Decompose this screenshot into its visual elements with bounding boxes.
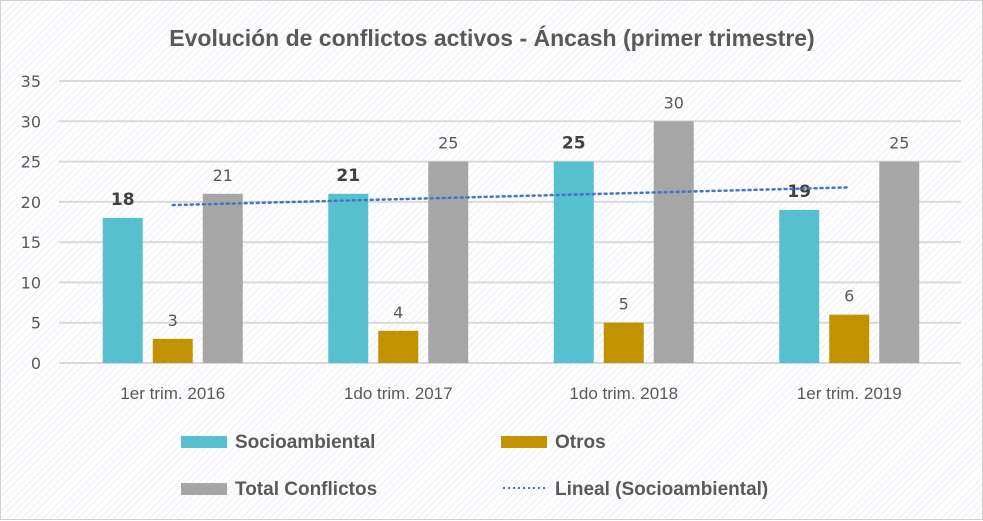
bar-socioambiental xyxy=(779,209,820,363)
data-label: 21 xyxy=(213,166,233,185)
bar-socioambiental xyxy=(102,217,143,363)
chart-title: Evolución de conflictos activos - Áncash… xyxy=(169,24,814,51)
y-tick-label: 0 xyxy=(31,354,41,373)
bar-total-conflictos xyxy=(879,161,920,363)
bar-total-conflictos xyxy=(202,193,243,363)
legend-label: Otros xyxy=(555,432,606,453)
trendline xyxy=(171,186,851,207)
bar-total-conflictos xyxy=(653,121,694,364)
data-label: 30 xyxy=(664,93,684,112)
legend: Socioambiental Otros Total Conflictos Linea… xyxy=(181,432,768,500)
data-label: 5 xyxy=(619,295,629,314)
data-label: 21 xyxy=(336,166,360,186)
x-tick-label: 1do trim. 2017 xyxy=(344,384,453,403)
bar-socioambiental xyxy=(328,193,369,363)
bar-otros xyxy=(378,330,419,363)
legend-label: Socioambiental xyxy=(235,432,375,453)
data-label: 18 xyxy=(111,190,135,210)
bars xyxy=(102,121,920,364)
y-tick-label: 35 xyxy=(21,72,41,91)
x-tick-label: 1do trim. 2018 xyxy=(569,384,678,403)
bar-socioambiental xyxy=(553,161,594,363)
gridlines xyxy=(59,80,961,364)
legend-label: Lineal (Socioambiental) xyxy=(555,479,768,500)
bar-otros xyxy=(829,314,870,363)
y-tick-label: 5 xyxy=(31,314,41,333)
x-tick-label: 1er trim. 2016 xyxy=(120,384,225,403)
x-tick-label: 1er trim. 2019 xyxy=(797,384,902,403)
data-label: 25 xyxy=(889,134,909,153)
y-axis-ticks: 0 5 10 15 20 25 30 35 xyxy=(21,72,41,373)
trendline-group xyxy=(171,186,851,207)
y-tick-label: 30 xyxy=(21,112,41,131)
data-label: 25 xyxy=(562,134,586,154)
bar-total-conflictos xyxy=(428,161,469,363)
y-tick-label: 10 xyxy=(21,273,41,292)
legend-swatch xyxy=(181,483,227,495)
bar-otros xyxy=(603,322,644,363)
y-tick-label: 15 xyxy=(21,233,41,252)
legend-swatch xyxy=(501,436,547,448)
legend-swatch xyxy=(181,436,227,448)
data-labels: 18 3 21 21 4 25 25 5 30 19 6 25 xyxy=(111,93,910,330)
y-tick-label: 20 xyxy=(21,193,41,212)
data-label: 19 xyxy=(787,182,811,202)
data-label: 4 xyxy=(393,303,403,322)
data-label: 25 xyxy=(438,134,458,153)
bar-otros xyxy=(152,338,193,363)
data-label: 3 xyxy=(168,311,178,330)
y-tick-label: 25 xyxy=(21,153,41,172)
x-axis-labels: 1er trim. 2016 1do trim. 2017 1do trim. 20… xyxy=(120,384,901,403)
legend-label: Total Conflictos xyxy=(235,479,377,500)
data-label: 6 xyxy=(844,287,854,306)
